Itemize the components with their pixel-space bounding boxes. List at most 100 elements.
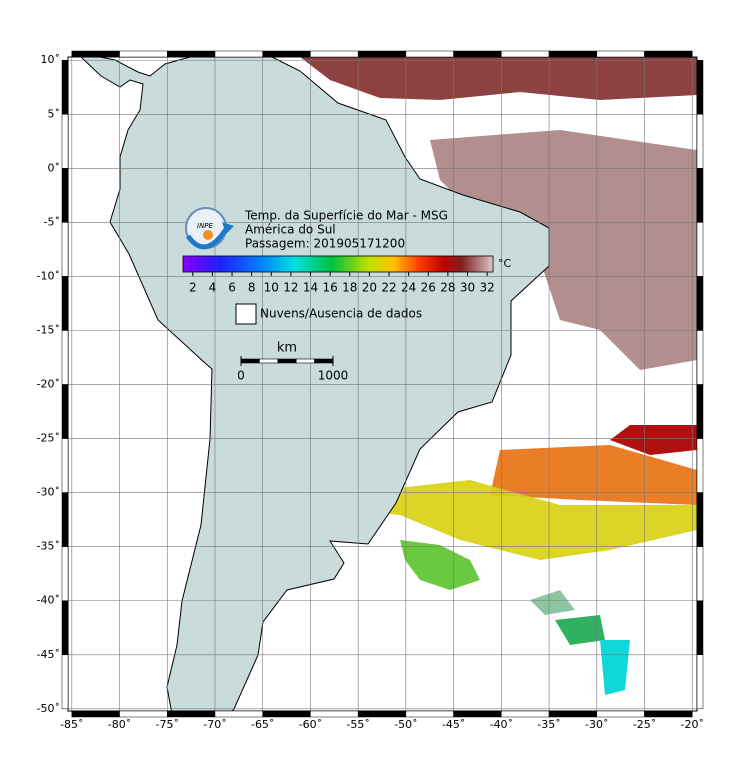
border-segment [61, 168, 69, 223]
scale-bar: 0 1000 [237, 356, 348, 383]
scale-segment [314, 358, 334, 364]
colorbar-tick-label: 30 [460, 281, 475, 295]
border-segment [61, 330, 69, 385]
colorbar-tick-label: 18 [342, 281, 357, 295]
border-segment [696, 222, 704, 277]
border-segment [644, 710, 693, 718]
x-tick-label: -30˚ [585, 718, 608, 731]
border-segment [501, 710, 550, 718]
border-segment [405, 710, 454, 718]
y-tick-label: -25˚ [37, 432, 60, 445]
x-tick-label: -75˚ [156, 718, 179, 731]
border-segment [696, 600, 704, 656]
border-segment [262, 50, 311, 58]
colorbar-tick-label: 14 [303, 281, 318, 295]
y-tick-label: 10˚ [41, 53, 61, 66]
border-segment [696, 330, 704, 385]
x-tick-label: -45˚ [442, 718, 465, 731]
scale-segment [295, 358, 315, 364]
y-tick-label: -10˚ [37, 269, 60, 282]
colorbar-unit: °C [498, 257, 512, 270]
x-tick-label: -25˚ [633, 718, 656, 731]
y-tick-label: 5˚ [48, 107, 61, 120]
border-segment [61, 600, 69, 656]
colorbar-tick-label: 32 [479, 281, 494, 295]
colorbar-tick-label: 4 [209, 281, 217, 295]
map-area [68, 57, 697, 711]
frame-border [61, 50, 704, 718]
y-tick-label: -45˚ [37, 648, 60, 661]
border-segment [214, 50, 263, 58]
border-segment [357, 50, 407, 58]
y-tick-label: -15˚ [37, 323, 60, 336]
border-segment [167, 50, 216, 58]
border-segment [696, 384, 704, 439]
border-segment [596, 710, 645, 718]
border-segment [61, 222, 69, 277]
no-data-swatch [235, 303, 257, 325]
border-segment [61, 438, 69, 493]
border-segment [453, 50, 502, 58]
colorbar-ticks: 2 4 6 8 10 12 14 16 18 20 22 24 26 28 30 32 [189, 272, 495, 295]
x-tick-label: -65˚ [251, 718, 274, 731]
border-segment [71, 710, 120, 718]
x-tick-label: -70˚ [203, 718, 226, 731]
border-segment [214, 710, 263, 718]
colorbar-tick-label: 20 [362, 281, 377, 295]
colorbar-tick-label: 10 [264, 281, 279, 295]
y-tick-label: -5˚ [44, 215, 60, 228]
border-segment [696, 168, 704, 223]
border-segment [119, 50, 168, 58]
border-segment [262, 710, 311, 718]
border-segment [61, 546, 69, 601]
colorbar-tick-label: 26 [421, 281, 436, 295]
x-tick-label: -60˚ [299, 718, 322, 731]
colorbar-tick-label: 24 [401, 281, 416, 295]
x-tick-label: -85˚ [60, 718, 83, 731]
border-segment [696, 654, 704, 710]
x-tick-label: -50˚ [394, 718, 417, 731]
border-segment [696, 276, 704, 331]
border-segment [453, 710, 502, 718]
border-segment [119, 710, 168, 718]
logo: INPE [185, 207, 234, 250]
y-tick-label: 0˚ [48, 161, 61, 174]
region: América do Sul [245, 223, 336, 237]
colorbar-tick-label: 22 [381, 281, 396, 295]
x-tick-label: -80˚ [108, 718, 131, 731]
pass-time: Passagem: 201905171200 [245, 237, 405, 251]
x-tick-label: -40˚ [490, 718, 513, 731]
y-tick-label: -20˚ [37, 378, 60, 391]
x-tick-label: -35˚ [537, 718, 560, 731]
scale-unit: km [277, 341, 297, 356]
title: Temp. da Superfície do Mar - MSG [244, 209, 448, 223]
sst-patches [300, 57, 697, 695]
border-segment [501, 50, 550, 58]
border-segment [548, 710, 598, 718]
border-segment [310, 710, 359, 718]
border-segment [357, 710, 407, 718]
border-segment [696, 59, 704, 115]
y-tick-label: -40˚ [37, 594, 60, 607]
border-segment [61, 114, 69, 169]
y-tick-label: -50˚ [37, 702, 60, 715]
border-segment [696, 438, 704, 493]
border-segment [61, 59, 69, 115]
x-tick-label: -20˚ [680, 718, 703, 731]
border-segment [61, 276, 69, 331]
border-segment [548, 50, 598, 58]
scale-segment [277, 358, 297, 364]
colorbar-tick-label: 16 [323, 281, 338, 295]
border-segment [696, 546, 704, 601]
border-segment [696, 492, 704, 547]
scale-segment [259, 358, 279, 364]
colorbar-tick-label: 8 [248, 281, 256, 295]
border-segment [167, 710, 216, 718]
scale-segment [240, 358, 260, 364]
colorbar-tick-label: 6 [228, 281, 236, 295]
border-segment [696, 114, 704, 169]
y-tick-label: -35˚ [37, 540, 60, 553]
scale-tick-label: 0 [237, 369, 245, 383]
